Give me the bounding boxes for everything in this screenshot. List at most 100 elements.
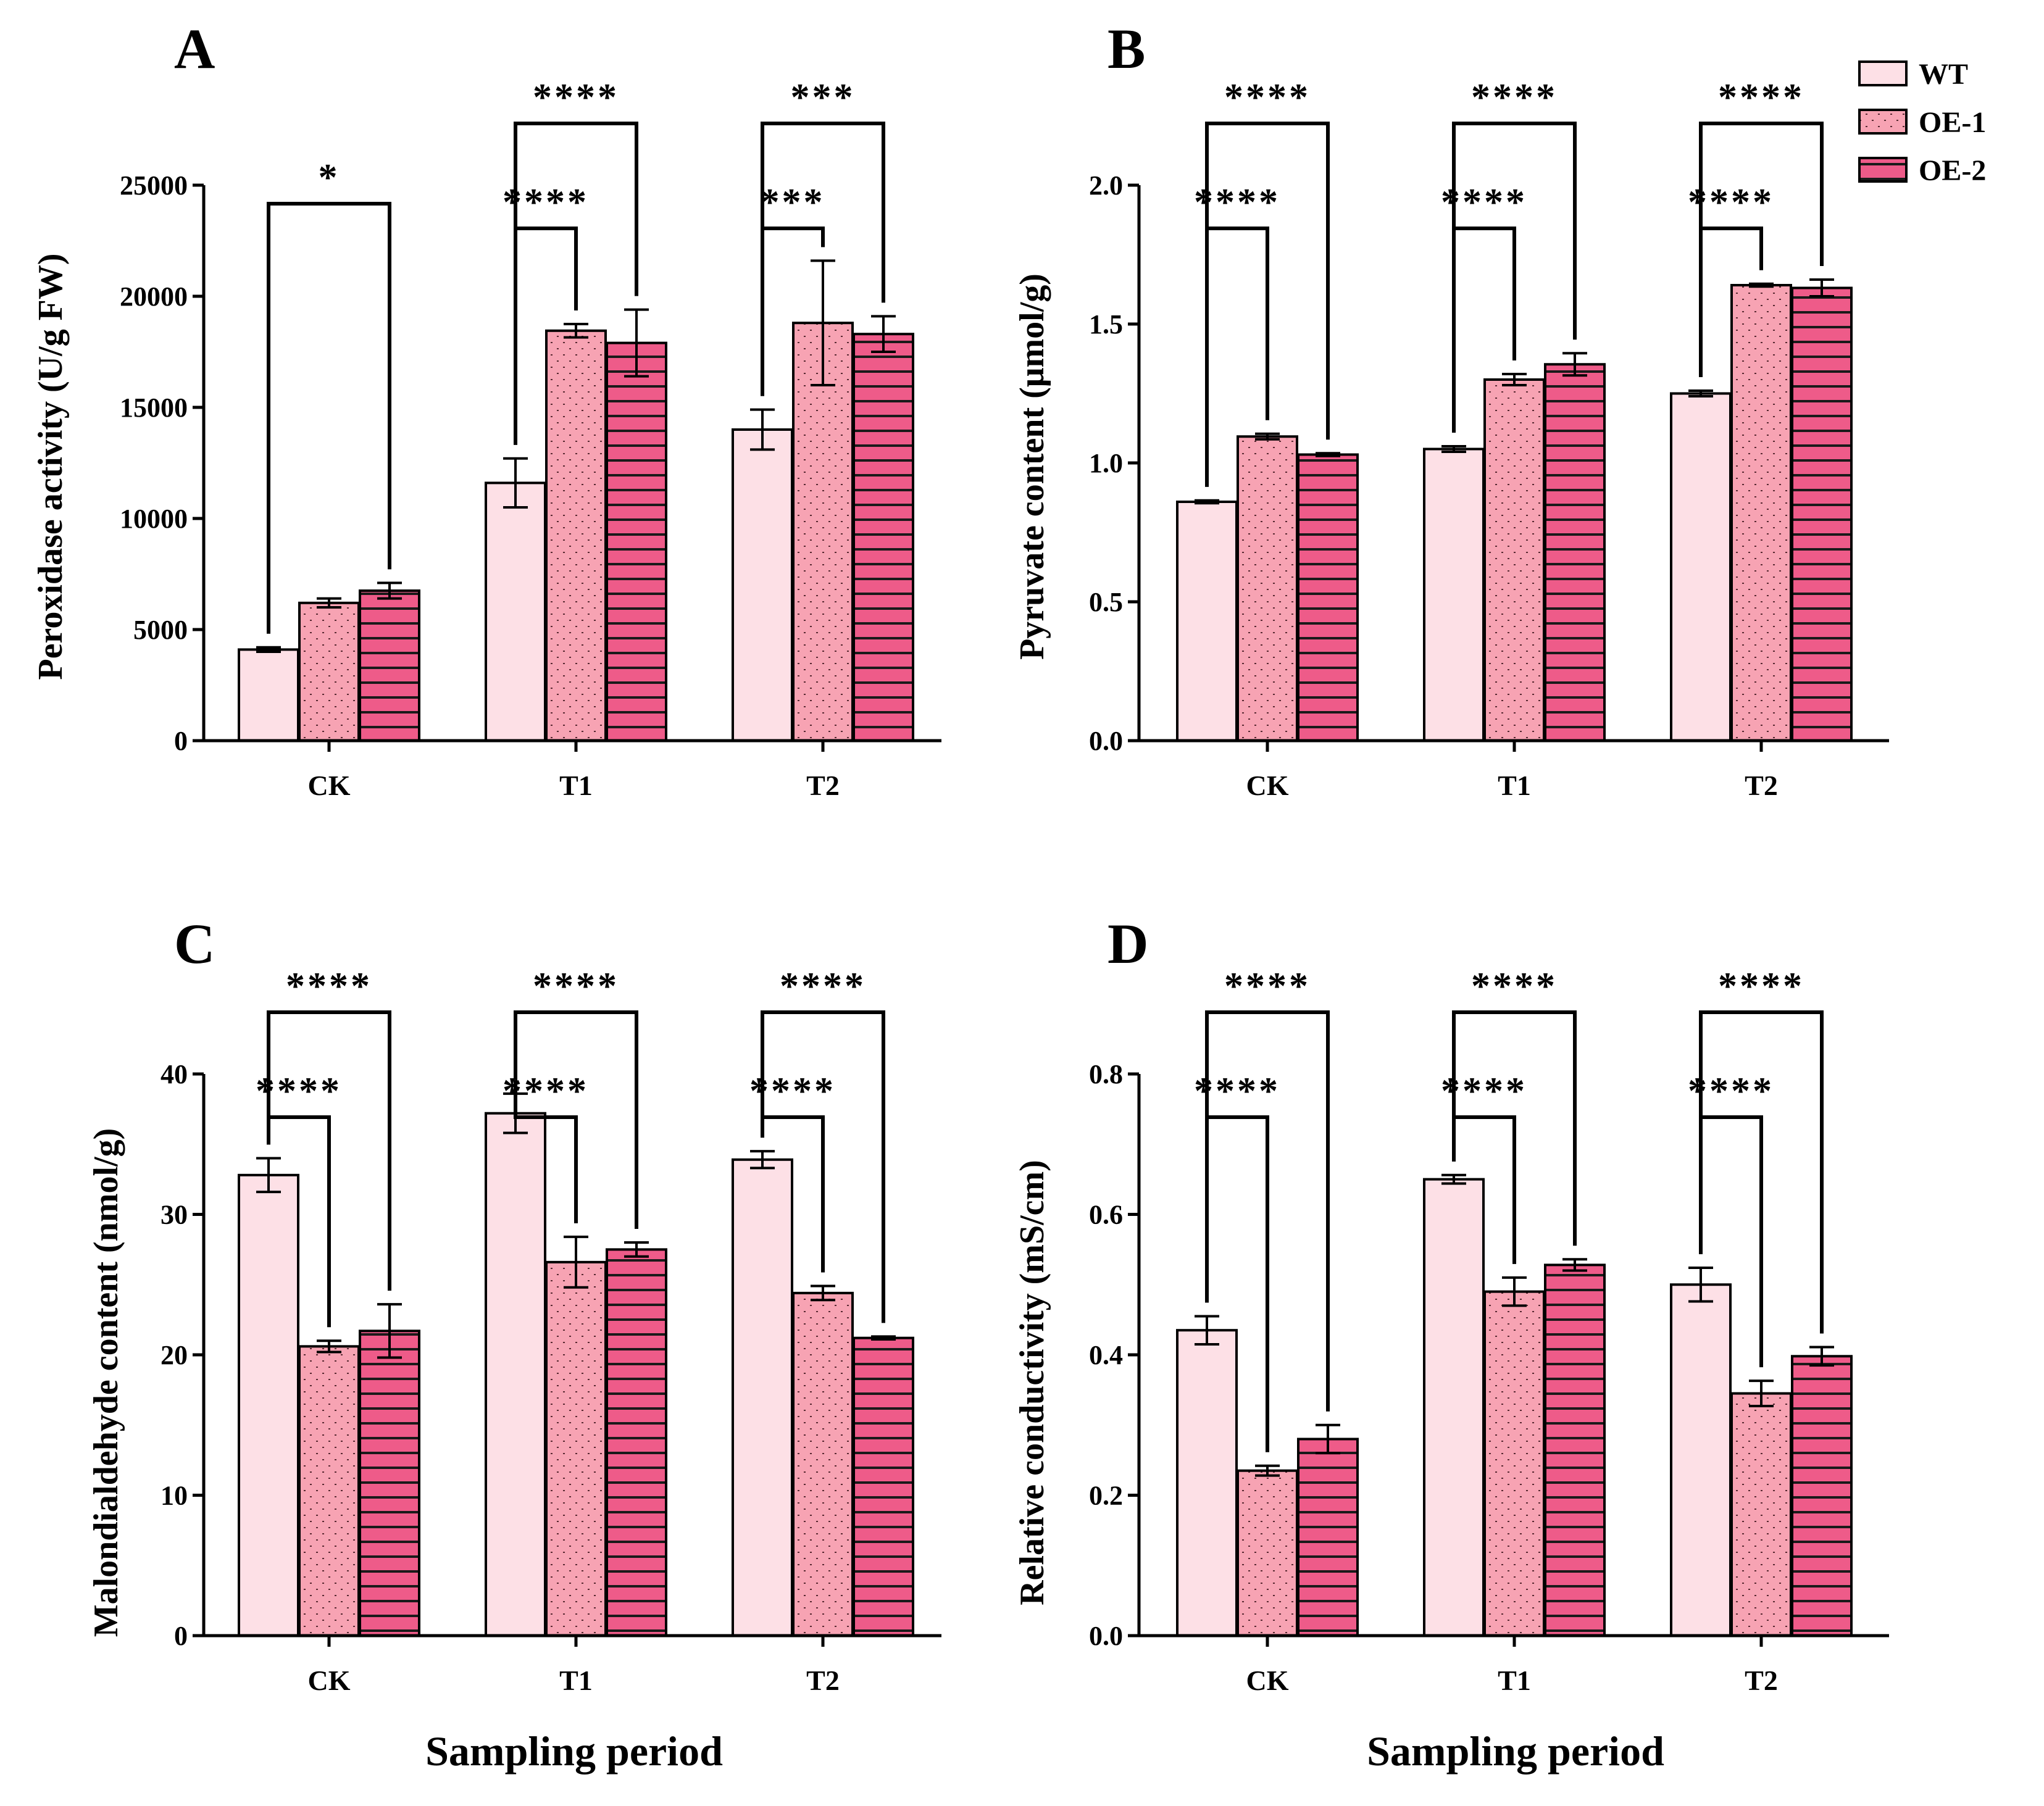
x-category-label: T1 bbox=[559, 770, 593, 801]
panel-a: A Peroxidase activity (U/g FW) 0 5000 10… bbox=[31, 17, 941, 801]
y-axis-label: Malondialdehyde content (nmol/g) bbox=[87, 1128, 125, 1637]
significance-bracket bbox=[514, 1080, 578, 1223]
bar bbox=[1730, 1392, 1792, 1637]
significance-label: **** bbox=[1471, 77, 1558, 119]
significance-bracket bbox=[1699, 122, 1824, 377]
y-tick-label: 0.8 bbox=[1089, 1059, 1123, 1089]
bar bbox=[298, 601, 360, 742]
bar bbox=[1730, 284, 1792, 742]
legend-label-oe-1: OE-1 bbox=[1919, 106, 1986, 139]
y-axis-label: Peroxidase activity (U/g FW) bbox=[31, 253, 70, 680]
bar bbox=[606, 341, 667, 742]
bar bbox=[792, 1291, 854, 1637]
bar bbox=[238, 648, 299, 743]
y-tick-label: 25000 bbox=[120, 170, 188, 201]
bar bbox=[298, 1345, 360, 1637]
y-axis-label: Pyruvate content (μmol/g) bbox=[1013, 273, 1051, 660]
y-tick-label: 0.5 bbox=[1089, 587, 1123, 617]
bar bbox=[1297, 1438, 1359, 1637]
y-tick-label: 30 bbox=[161, 1200, 188, 1230]
y-tick-label: 1.0 bbox=[1089, 448, 1123, 478]
y-tick-label: 0.4 bbox=[1089, 1340, 1123, 1370]
bar bbox=[1483, 378, 1545, 742]
significance-label: **** bbox=[1224, 77, 1311, 119]
x-category-label: T2 bbox=[1745, 770, 1778, 801]
y-tick-label: 40 bbox=[161, 1059, 188, 1089]
y-tick-label: 10000 bbox=[120, 504, 188, 534]
bar bbox=[545, 1260, 607, 1637]
significance-bracket bbox=[514, 1010, 638, 1229]
bar bbox=[359, 1330, 420, 1637]
bar bbox=[1670, 1283, 1732, 1637]
y-tick-label: 0.6 bbox=[1089, 1200, 1123, 1230]
significance-label: **** bbox=[286, 965, 372, 1007]
x-category-label: T2 bbox=[806, 770, 840, 801]
significance-bracket bbox=[267, 202, 391, 634]
x-category-label: T2 bbox=[1745, 1665, 1778, 1696]
significance-label: **** bbox=[1718, 77, 1804, 119]
y-tick-label: 5000 bbox=[133, 615, 188, 645]
y-tick-label: 15000 bbox=[120, 393, 188, 423]
y-tick-label: 0 bbox=[174, 726, 188, 756]
bar bbox=[1791, 1355, 1853, 1637]
y-tick-label: 0.2 bbox=[1089, 1481, 1123, 1511]
x-category-label: T1 bbox=[559, 1665, 593, 1696]
bar bbox=[1176, 1329, 1238, 1637]
y-tick-label: 10 bbox=[161, 1481, 188, 1511]
panel-d: D Relative conductivity (mS/cm) 0.0 0.2 … bbox=[1013, 912, 1889, 1775]
panel-label: B bbox=[1108, 17, 1145, 80]
y-tick-label: 20 bbox=[161, 1340, 188, 1370]
bar bbox=[1237, 1469, 1298, 1637]
bar bbox=[606, 1248, 667, 1637]
bar bbox=[1297, 453, 1359, 742]
bar bbox=[1176, 501, 1238, 742]
significance-bracket bbox=[1699, 1010, 1824, 1334]
bar bbox=[1544, 1263, 1606, 1637]
y-tick-label: 0.0 bbox=[1089, 1621, 1123, 1651]
legend-swatch-wt bbox=[1858, 60, 1908, 86]
significance-bracket bbox=[761, 1010, 885, 1323]
x-axis-label: Sampling period bbox=[1367, 1728, 1664, 1775]
legend-swatch-oe-1 bbox=[1858, 109, 1908, 135]
y-axis-label: Relative conductivity (mS/cm) bbox=[1013, 1160, 1051, 1605]
significance-label: **** bbox=[780, 965, 866, 1007]
bar bbox=[1670, 392, 1732, 742]
significance-bracket bbox=[514, 122, 638, 445]
y-tick-label: 0 bbox=[174, 1621, 188, 1651]
x-category-label: T1 bbox=[1498, 770, 1531, 801]
significance-bracket bbox=[1452, 122, 1577, 433]
legend-swatch-oe-2 bbox=[1858, 157, 1908, 183]
y-tick-label: 2.0 bbox=[1089, 170, 1123, 201]
bar bbox=[1237, 435, 1298, 742]
x-category-label: CK bbox=[308, 1665, 351, 1696]
bar bbox=[1791, 286, 1853, 742]
significance-label: * bbox=[319, 157, 340, 199]
bar bbox=[485, 1112, 546, 1637]
significance-label: **** bbox=[1718, 965, 1804, 1007]
y-tick-label: 1.5 bbox=[1089, 309, 1123, 339]
panel-label: C bbox=[174, 912, 215, 975]
bar bbox=[1483, 1290, 1545, 1637]
significance-bracket bbox=[1452, 1010, 1577, 1246]
panel-b: B Pyruvate content (μmol/g) 0.0 0.5 1.0 … bbox=[1013, 17, 1889, 801]
bar bbox=[853, 333, 914, 742]
bar bbox=[485, 481, 546, 743]
bar bbox=[1423, 1178, 1485, 1637]
legend-label-wt: WT bbox=[1919, 58, 1968, 91]
bar bbox=[359, 589, 420, 742]
x-category-label: CK bbox=[1246, 1665, 1289, 1696]
significance-label: *** bbox=[791, 77, 856, 119]
significance-bracket bbox=[1205, 122, 1330, 487]
bar bbox=[853, 1336, 914, 1637]
bar bbox=[545, 329, 607, 742]
x-category-label: CK bbox=[308, 770, 351, 801]
y-tick-label: 0.0 bbox=[1089, 726, 1123, 756]
panel-label: A bbox=[174, 17, 215, 80]
legend-label-oe-2: OE-2 bbox=[1919, 154, 1986, 187]
significance-label: **** bbox=[1224, 965, 1311, 1007]
significance-bracket bbox=[267, 1010, 391, 1291]
significance-label: *** bbox=[761, 181, 825, 223]
bar bbox=[238, 1173, 299, 1637]
bar bbox=[1423, 447, 1485, 742]
